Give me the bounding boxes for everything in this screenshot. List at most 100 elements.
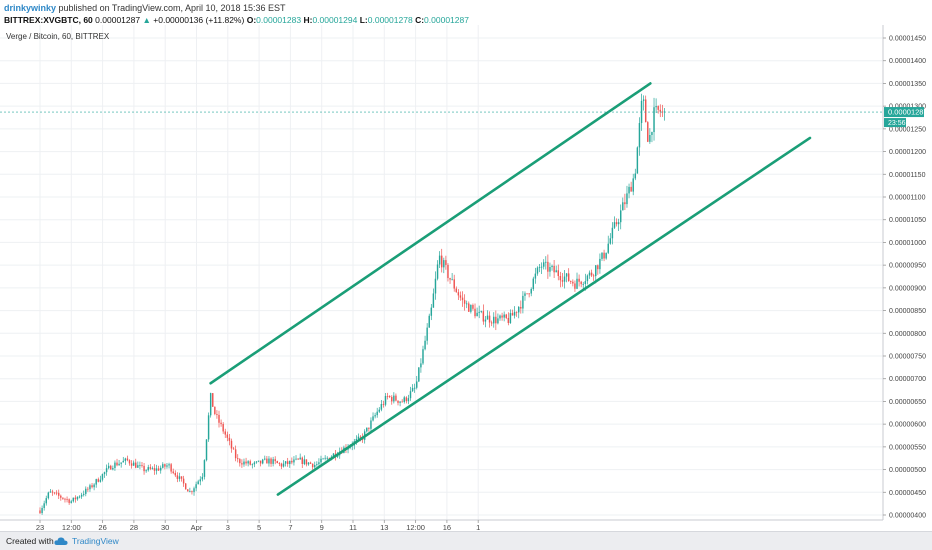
x-tick-label: 5 bbox=[257, 523, 261, 532]
candle-body bbox=[605, 252, 607, 259]
candle-body bbox=[164, 464, 166, 467]
candle-body bbox=[357, 436, 360, 439]
candle-body bbox=[286, 461, 289, 465]
candle-body bbox=[513, 311, 516, 316]
candle-body bbox=[270, 458, 272, 464]
candle-body bbox=[114, 462, 116, 469]
publish-text: published on TradingView.com, April 10, … bbox=[58, 3, 286, 13]
candle-body bbox=[528, 293, 530, 295]
candle-body bbox=[480, 311, 482, 312]
candle-body bbox=[538, 267, 541, 268]
candle-body bbox=[282, 463, 285, 467]
candle-body bbox=[559, 276, 562, 281]
candle-body bbox=[497, 318, 499, 324]
candle-body bbox=[586, 275, 589, 282]
candle-body bbox=[595, 265, 597, 277]
candle-body bbox=[534, 273, 537, 279]
candle-body bbox=[314, 465, 316, 468]
candles bbox=[39, 93, 666, 515]
created-with-text: Created with bbox=[6, 536, 54, 546]
candle-body bbox=[137, 465, 139, 468]
candle-body bbox=[66, 499, 68, 500]
candle-body bbox=[524, 293, 526, 296]
candle-body bbox=[459, 295, 462, 298]
candle-body bbox=[372, 416, 374, 421]
candle-body bbox=[291, 460, 293, 463]
y-tick-label: 0.00000550 bbox=[889, 444, 926, 451]
candle-body bbox=[116, 462, 118, 466]
candle-body bbox=[397, 400, 399, 403]
candle-body bbox=[276, 461, 279, 464]
candle-body bbox=[470, 305, 472, 312]
candle-body bbox=[224, 431, 226, 435]
candle-body bbox=[289, 460, 291, 465]
candle-body bbox=[299, 457, 301, 460]
candle-body bbox=[55, 492, 58, 494]
channel-upper-line bbox=[209, 82, 652, 385]
candle-body bbox=[484, 319, 487, 322]
candle-body bbox=[176, 475, 179, 479]
author-link[interactable]: drinkywinky bbox=[4, 3, 57, 13]
candle-body bbox=[128, 460, 131, 464]
price-marker-value: 0.00001287 bbox=[888, 108, 928, 117]
candle-body bbox=[603, 252, 605, 259]
candle-body bbox=[522, 295, 524, 309]
candle-body bbox=[532, 278, 535, 289]
candle-body bbox=[124, 458, 127, 461]
candle-body bbox=[551, 265, 553, 268]
candle-body bbox=[239, 459, 241, 464]
candle-body bbox=[474, 308, 476, 317]
candle-body bbox=[132, 462, 135, 466]
candle-body bbox=[243, 461, 245, 465]
candle-body bbox=[274, 459, 276, 462]
tradingview-link[interactable]: TradingView bbox=[72, 536, 119, 546]
candle-body bbox=[189, 491, 191, 493]
x-tick-label: 7 bbox=[288, 523, 292, 532]
candle-body bbox=[247, 461, 249, 464]
candle-body bbox=[613, 222, 616, 228]
grid bbox=[0, 25, 883, 520]
countdown-value: 23:56 bbox=[888, 120, 906, 127]
y-tick-label: 0.00000450 bbox=[889, 490, 926, 497]
candle-body bbox=[509, 313, 512, 323]
candle-body bbox=[58, 492, 60, 496]
candle-body bbox=[611, 227, 614, 239]
candle-body bbox=[563, 276, 566, 282]
candle-body bbox=[617, 222, 620, 225]
candle-body bbox=[226, 434, 229, 438]
candle-body bbox=[297, 458, 299, 460]
tradingview-cloud-icon bbox=[54, 537, 68, 545]
candle-body bbox=[624, 202, 626, 205]
y-tick-label: 0.00000500 bbox=[889, 467, 926, 474]
candle-body bbox=[449, 278, 451, 280]
candle-body bbox=[401, 401, 403, 403]
candle-body bbox=[507, 317, 510, 323]
candle-body bbox=[112, 468, 114, 470]
candle-body bbox=[653, 107, 655, 133]
candle-body bbox=[157, 468, 160, 471]
x-tick-label: 12:00 bbox=[406, 523, 425, 532]
candle-body bbox=[272, 459, 274, 464]
candle-body bbox=[62, 497, 64, 499]
candle-body bbox=[490, 322, 493, 324]
candle-body bbox=[118, 463, 120, 466]
candle-body bbox=[49, 491, 52, 493]
candle-body bbox=[436, 264, 439, 279]
y-tick-label: 0.00000850 bbox=[889, 308, 926, 315]
close-value: 0.00001287 bbox=[424, 15, 469, 25]
candle-body bbox=[182, 478, 185, 484]
x-tick-label: 12:00 bbox=[62, 523, 81, 532]
symbol-line: BITTREX:XVGBTC, 60 0.00001287 ▲ +0.00000… bbox=[4, 15, 469, 25]
candle-body bbox=[255, 461, 258, 463]
candle-body bbox=[588, 272, 591, 276]
candle-body bbox=[434, 278, 437, 294]
candle-body bbox=[259, 460, 262, 464]
candle-body bbox=[622, 202, 624, 211]
candle-body bbox=[432, 293, 435, 308]
open-value: 0.00001283 bbox=[256, 15, 302, 25]
candle-body bbox=[355, 438, 358, 442]
candle-body bbox=[143, 465, 145, 472]
candle-body bbox=[445, 260, 447, 265]
candle-body bbox=[293, 459, 295, 463]
